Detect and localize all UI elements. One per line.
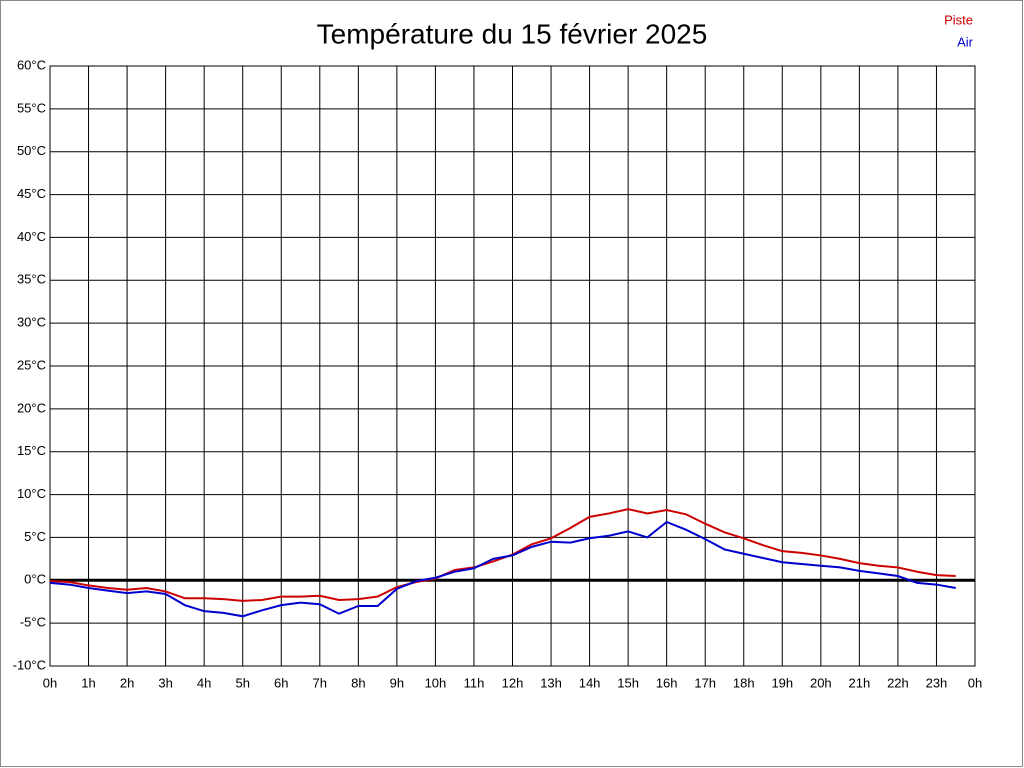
series-line <box>49 520 956 618</box>
x-tick-label: 16h <box>656 675 678 690</box>
y-tick-label: 20°C <box>17 400 46 415</box>
x-tick-label: 5h <box>235 675 249 690</box>
y-tick-label: -5°C <box>20 615 46 630</box>
x-tick-label: 14h <box>579 675 601 690</box>
y-tick-label: 60°C <box>17 57 46 72</box>
y-tick-label: 0°C <box>24 572 46 587</box>
y-tick-label: 50°C <box>17 143 46 158</box>
y-tick-label: 40°C <box>17 229 46 244</box>
x-tick-label: 10h <box>425 675 447 690</box>
x-tick-label: 11h <box>464 675 485 690</box>
x-tick-label: 20h <box>810 675 832 690</box>
x-tick-label: 4h <box>197 675 211 690</box>
x-tick-label: 1h <box>81 675 95 690</box>
x-tick-label: 21h <box>849 675 871 690</box>
legend-label: Air <box>957 34 974 49</box>
y-tick-label: 45°C <box>17 186 46 201</box>
x-tick-label: 19h <box>771 675 793 690</box>
y-tick-label: 25°C <box>17 357 46 372</box>
x-tick-label: 12h <box>502 675 524 690</box>
y-tick-label: 10°C <box>17 486 46 501</box>
y-tick-label: 5°C <box>24 529 46 544</box>
x-tick-label: 7h <box>313 675 327 690</box>
legend-label: Piste <box>944 12 973 27</box>
y-tick-label: 30°C <box>17 315 46 330</box>
x-tick-label: 9h <box>390 675 404 690</box>
y-tick-label: 35°C <box>17 272 46 287</box>
x-tick-label: 8h <box>351 675 365 690</box>
y-tick-label: -10°C <box>13 657 46 672</box>
y-tick-label: 55°C <box>17 100 46 115</box>
y-tick-label: 15°C <box>17 443 46 458</box>
x-tick-label: 15h <box>617 675 639 690</box>
chart-title: Température du 15 février 2025 <box>317 18 708 49</box>
x-tick-label: 0h <box>43 675 57 690</box>
x-tick-label: 13h <box>540 675 562 690</box>
x-tick-label: 2h <box>120 675 134 690</box>
x-tick-label: 23h <box>926 675 948 690</box>
x-tick-label: 3h <box>158 675 172 690</box>
x-tick-label: 0h <box>968 675 982 690</box>
x-tick-label: 18h <box>733 675 755 690</box>
x-tick-label: 6h <box>274 675 288 690</box>
x-tick-label: 22h <box>887 675 909 690</box>
x-tick-label: 17h <box>694 675 716 690</box>
